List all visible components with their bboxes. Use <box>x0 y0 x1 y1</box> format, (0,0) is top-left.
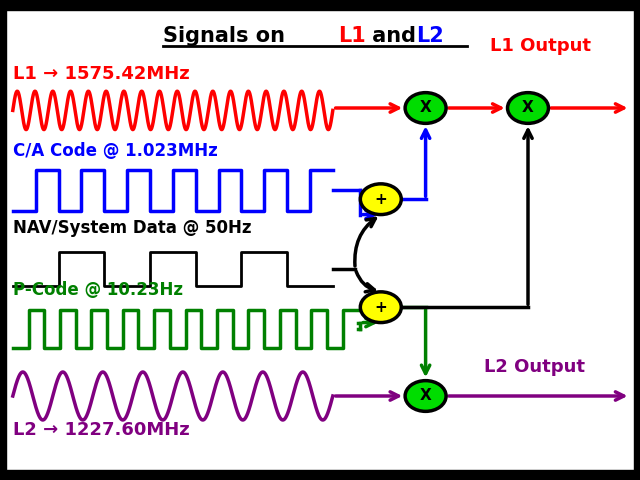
Text: P-Code @ 10.23Hz: P-Code @ 10.23Hz <box>13 281 183 300</box>
Text: C/A Code @ 1.023MHz: C/A Code @ 1.023MHz <box>13 142 218 160</box>
Text: Signals on: Signals on <box>163 26 292 46</box>
Circle shape <box>508 93 548 123</box>
Text: L1 Output: L1 Output <box>490 36 591 55</box>
Circle shape <box>405 381 446 411</box>
Circle shape <box>405 93 446 123</box>
Text: L2 → 1227.60MHz: L2 → 1227.60MHz <box>13 420 189 439</box>
Text: and: and <box>365 26 423 46</box>
Text: L1 → 1575.42MHz: L1 → 1575.42MHz <box>13 65 189 84</box>
Text: X: X <box>420 100 431 116</box>
Circle shape <box>360 292 401 323</box>
Text: X: X <box>522 100 534 116</box>
Text: L1: L1 <box>338 26 365 46</box>
FancyBboxPatch shape <box>6 10 634 470</box>
Text: +: + <box>374 192 387 207</box>
Text: NAV/System Data @ 50Hz: NAV/System Data @ 50Hz <box>13 219 252 237</box>
Text: L2: L2 <box>416 26 444 46</box>
Text: X: X <box>420 388 431 404</box>
Circle shape <box>360 184 401 215</box>
Text: +: + <box>374 300 387 315</box>
Text: L2 Output: L2 Output <box>484 358 585 376</box>
